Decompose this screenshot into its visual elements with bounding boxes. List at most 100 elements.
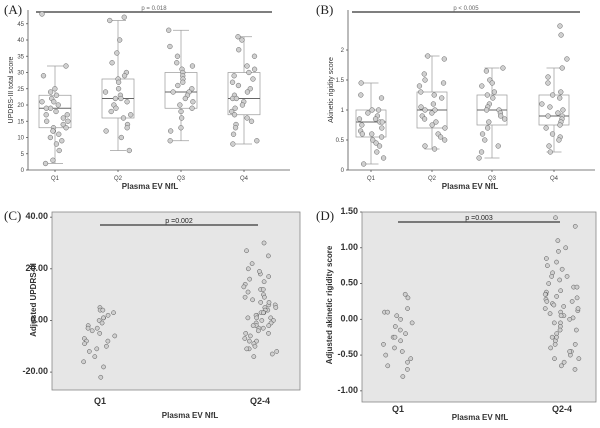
panel-c-y-tick-label: 20.00 xyxy=(25,263,48,273)
panel-a-data-point xyxy=(114,50,120,56)
panel-d-data-point xyxy=(576,356,582,362)
panel-c-data-point xyxy=(245,266,251,272)
panel-b-data-point xyxy=(555,110,561,116)
panel-b-y-tick-label: 0 xyxy=(341,168,345,174)
panel-d-data-point xyxy=(542,291,548,297)
panel-b-data-point xyxy=(433,119,439,125)
panel-c-x-tick-label: Q1 xyxy=(94,396,106,406)
panel-a-data-point xyxy=(52,86,58,92)
panel-d-data-point xyxy=(405,295,411,301)
panel-d-data-point xyxy=(551,302,557,308)
panel-a-data-point xyxy=(121,14,127,20)
panel-b-data-point xyxy=(380,155,387,161)
panel-a-data-point xyxy=(231,73,237,79)
panel-b-data-point xyxy=(543,125,549,131)
panel-a-data-point xyxy=(251,66,258,72)
panel-a-data-point xyxy=(175,82,181,89)
panel-a-y-tick-label: 10 xyxy=(17,136,24,142)
panel-a-data-point xyxy=(50,157,56,163)
panel-c-data-point xyxy=(96,318,102,323)
panel-b-data-point xyxy=(375,107,382,113)
panel-a-data-point xyxy=(120,115,127,121)
panel-d-y-tick-label: 1.00 xyxy=(340,242,358,252)
panel-d-x-tick-label: Q2-4 xyxy=(552,404,572,414)
panel-d-data-point xyxy=(544,256,549,261)
panel-b-data-point xyxy=(374,149,380,155)
panel-a-data-point xyxy=(244,115,250,121)
panel-b-data-point xyxy=(484,92,491,98)
panel-b-data-point xyxy=(564,56,570,62)
panel-c-data-point xyxy=(111,310,116,316)
panel-d-data-point xyxy=(409,320,415,326)
panel-c-data-point xyxy=(92,354,98,359)
panel-b-y-tick-label: 1 xyxy=(341,108,345,114)
panel-a-data-point xyxy=(124,125,130,131)
panel-c-data-point xyxy=(97,331,103,336)
panel-d-data-point xyxy=(574,295,580,301)
panel-d-data-point xyxy=(552,356,557,362)
panel-c-data-point xyxy=(105,312,111,318)
panel-c-data-point xyxy=(89,328,95,334)
panel-c-significance-label: p =0.002 xyxy=(165,218,193,225)
panel-d-data-point xyxy=(567,349,573,354)
panel-d-data-point xyxy=(548,345,554,351)
panel-label-a: (A) xyxy=(4,2,23,17)
panel-b-data-point xyxy=(557,122,563,128)
panel-b-data-point xyxy=(369,131,375,137)
panel-d-y-tick-label: 0.50 xyxy=(340,278,358,288)
panel-a-data-point xyxy=(229,79,236,85)
panel-a-data-point xyxy=(239,37,245,43)
panel-a-data-point xyxy=(53,108,59,115)
panel-c-data-point xyxy=(241,284,247,290)
panel-d-data-point xyxy=(405,367,410,372)
panel-c-data-point xyxy=(244,346,250,352)
panel-b-data-point xyxy=(372,116,379,122)
panel-d-data-point xyxy=(385,363,391,369)
panel-c-data-point xyxy=(266,253,271,259)
panel-d-data-point xyxy=(574,284,580,290)
panel-b-data-point xyxy=(365,110,371,116)
panel-a-data-point xyxy=(39,99,45,105)
panel-c-data-point xyxy=(244,248,249,254)
panel-d-data-point xyxy=(553,215,558,221)
panel-d-data-point xyxy=(575,306,581,311)
panel-b-data-point xyxy=(549,92,556,98)
panel-d-data-point xyxy=(554,294,559,299)
panel-c-data-point xyxy=(254,315,260,321)
panel-b-data-point xyxy=(479,131,486,137)
panel-a-y-tick-label: 0 xyxy=(21,168,25,174)
panel-a-data-point xyxy=(189,63,196,69)
panel-a-data-point xyxy=(115,86,122,92)
panel-c-data-point xyxy=(260,287,266,292)
panel-b-data-point xyxy=(369,107,375,113)
panel-b-data-point xyxy=(356,116,363,122)
panel-a-data-point xyxy=(251,53,258,59)
panel-d-data-point xyxy=(557,277,563,283)
panel-b-x-tick-label: Q2 xyxy=(428,176,437,182)
panel-b-data-point xyxy=(373,140,379,146)
panel-c-plot-frame xyxy=(51,211,301,391)
panel-a-y-tick-label: 5 xyxy=(21,152,25,158)
panel-c-data-point xyxy=(82,341,87,347)
panel-a-y-tick-label: 20 xyxy=(17,103,24,109)
panel-c-data-point xyxy=(101,315,106,321)
panel-d-data-point xyxy=(558,288,563,294)
panel-a-data-point xyxy=(182,95,188,102)
panel-d-data-point xyxy=(556,248,561,254)
panel-b-data-point xyxy=(479,83,485,89)
panel-b-y-tick-label: 0.5 xyxy=(336,138,345,144)
panel-b-data-point xyxy=(483,107,490,113)
panel-b-data-point xyxy=(442,137,448,143)
panel-b-data-point xyxy=(376,143,383,149)
panel-a-data-point xyxy=(231,112,238,118)
panel-b-data-point xyxy=(416,83,423,89)
panel-b-data-point xyxy=(429,110,435,116)
panel-b-data-point xyxy=(484,125,491,131)
panel-c-data-point xyxy=(105,338,111,344)
panel-a-data-point xyxy=(230,131,237,137)
panel-c-data-point xyxy=(94,346,100,352)
panel-a-data-point xyxy=(113,105,119,111)
panel-a-y-tick-label: 25 xyxy=(17,87,24,93)
panel-d-data-point xyxy=(408,356,414,362)
panel-b-data-point xyxy=(539,101,545,107)
